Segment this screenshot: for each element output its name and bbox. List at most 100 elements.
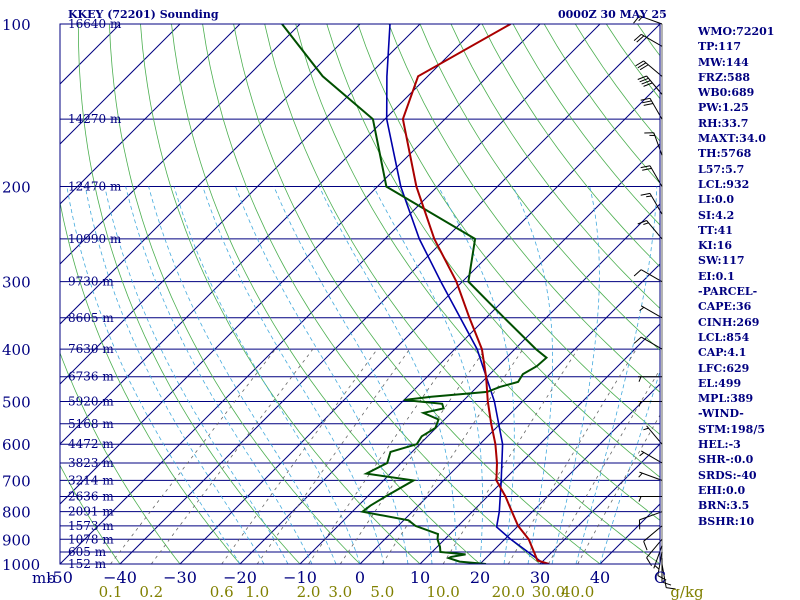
height-label: 2636 m [68,490,114,504]
index-item: SI:4.2 [698,208,735,222]
pressure-label: 300 [2,274,31,292]
wind-barb [637,75,663,95]
pressure-label: 100 [2,16,31,34]
wind-barb [639,305,663,319]
height-label: 14270 m [68,112,122,126]
mixing-ratio-line [548,368,660,564]
height-label: 1078 m [68,532,114,546]
height-label: 2091 m [68,505,114,519]
wind-barb [643,525,663,551]
isotherm-line [179,83,660,564]
height-label: 1573 m [68,519,114,533]
index-item: HEL:-3 [698,438,741,452]
dry-adiabat-line [419,24,660,351]
height-label: 8605 m [68,311,114,325]
dry-adiabat-line [60,351,181,564]
mixing-ratio-line [507,348,637,564]
dry-adiabat-line [481,24,660,268]
pressure-label: 400 [2,341,31,359]
isotherm-line [239,143,660,564]
index-item: TT:41 [698,223,733,237]
index-item: LCL:854 [698,330,750,344]
wind-barb [653,545,663,570]
mixing-ratio-unit-label: g/kg [670,583,704,600]
dry-adiabat-line [202,24,541,564]
height-label: 6736 m [68,370,114,384]
isotherm-line [299,203,660,564]
station-title: KKEY (72201) Sounding [68,8,219,21]
mixing-ratio-label: 10.0 [426,583,459,600]
index-item: PW:1.25 [698,101,749,115]
pressure-label: 800 [2,504,31,522]
moist-adiabat-line [575,186,658,564]
index-item: CAPE:36 [698,300,752,314]
isotherm-line [60,24,361,325]
wind-barb [635,60,663,77]
dry-adiabat-line [109,24,361,564]
index-item: -PARCEL- [698,285,758,299]
sounding-datetime: 0000Z 30 MAY 25 [558,8,667,21]
pressure-label: 500 [2,393,31,411]
dry-adiabat-line [60,200,241,564]
temperature-tick-label: 10 [410,568,430,587]
indices-panel: WMO:72201 TP:117 MW:144 FRZ:588 WB0:689 PW:1.… [698,24,774,529]
index-item: L57:5.7 [698,162,745,176]
dry-adiabat-line [60,464,121,564]
wind-barb [638,496,662,502]
height-label: 10990 m [68,232,122,246]
mixing-ratio-label: 20.0 [492,583,525,600]
index-item: EI:0.1 [698,269,735,283]
dewpoint-trace [281,24,549,564]
isotherm-line [539,443,660,564]
wind-barb [633,269,663,283]
index-item: SHR-:0.0 [698,453,754,467]
parcel-trace [385,24,545,564]
index-item: TP:117 [698,40,742,54]
isotherm-line [60,24,421,385]
mixing-ratio-label: 5.0 [370,583,394,600]
temperature-tick-label: 20 [470,568,490,587]
moist-adiabat-line [551,186,600,564]
temperature-tick-label: −20 [223,568,257,587]
index-item: TH:5768 [698,147,752,161]
index-item: BSHR:10 [698,514,755,528]
sounding-profiles [281,24,550,564]
moist-adiabat-line [202,186,385,564]
wind-barb [633,15,663,25]
wind-barb [643,425,663,445]
index-item: SW:117 [698,254,745,268]
index-item: SRDS:-40 [698,468,757,482]
mixing-ratio-line [150,348,314,564]
moist-adiabat-line [438,186,515,564]
isotherm-line [359,263,660,564]
index-item: LFC:629 [698,361,750,375]
height-label: 5920 m [68,394,114,408]
isotherm-line [119,24,660,564]
temperature-trace [401,24,550,564]
pressure-label: 1000 [2,556,40,574]
mb-unit-label: mb [32,569,56,587]
moist-adiabat-line [84,186,265,564]
wind-barbs [633,15,676,590]
index-item: WB0:689 [698,86,755,100]
mixing-ratio-label: 2.0 [297,583,321,600]
wind-barb [640,192,663,215]
moist-adiabat-line [173,186,361,564]
mixing-ratio-line [256,348,410,564]
dry-adiabat-line [793,24,800,564]
index-item: LI:0.0 [698,193,735,207]
wind-barb [638,511,663,530]
isotherm-line [60,24,301,265]
pressure-label: 700 [2,472,31,490]
index-item: EL:499 [698,376,742,390]
temperature-tick-label: 40 [590,568,610,587]
temperature-tick-label: −40 [103,568,137,587]
moist-adiabat-line [512,186,553,564]
moist-adiabat-line [66,186,241,564]
pressure-label: 200 [2,179,31,197]
temperature-tick-label: C [654,568,666,587]
wind-barb [644,132,663,156]
chart-frame [59,23,661,565]
wind-barb [633,33,663,47]
